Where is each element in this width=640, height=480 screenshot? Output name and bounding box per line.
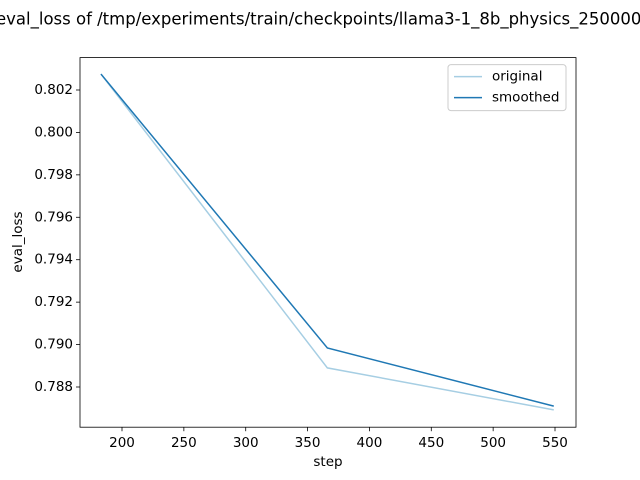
y-tick-label: 0.802: [34, 82, 73, 98]
x-tick-label: 400: [357, 435, 383, 451]
x-tick-label: 550: [542, 435, 568, 451]
y-tick-label: 0.790: [34, 337, 73, 353]
x-tick-label: 350: [295, 435, 321, 451]
x-tick-label: 450: [418, 435, 444, 451]
legend-label: smoothed: [492, 90, 559, 106]
series-line: [100, 73, 554, 411]
y-axis-label: eval_loss: [10, 211, 26, 272]
x-tick-label: 300: [233, 435, 259, 451]
x-tick-label: 200: [109, 435, 135, 451]
chart-title: eval_loss of /tmp/experiments/train/chec…: [0, 10, 640, 30]
series-line: [100, 73, 554, 407]
legend-label: original: [492, 69, 542, 85]
y-tick-label: 0.800: [34, 124, 73, 140]
y-tick-label: 0.796: [34, 209, 73, 225]
y-tick-label: 0.794: [34, 252, 73, 268]
x-tick-label: 250: [171, 435, 197, 451]
x-axis-label: step: [313, 454, 342, 470]
y-tick-label: 0.798: [34, 167, 73, 183]
plot-frame: [79, 57, 577, 428]
y-tick-label: 0.792: [34, 294, 73, 310]
y-tick-label: 0.788: [34, 379, 73, 395]
x-tick-label: 500: [480, 435, 506, 451]
